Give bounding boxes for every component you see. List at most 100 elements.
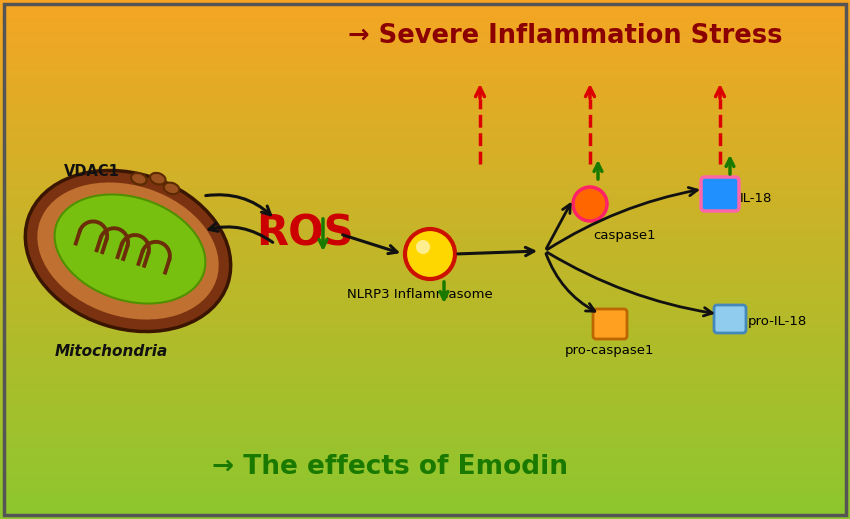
Bar [0, 48, 850, 49]
Bar [0, 340, 850, 342]
Bar [0, 415, 850, 416]
Bar [0, 439, 850, 440]
Bar [0, 332, 850, 334]
Bar [0, 140, 850, 142]
Bar [0, 348, 850, 349]
Bar [0, 221, 850, 222]
Bar [0, 479, 850, 480]
Bar [0, 511, 850, 513]
Bar [0, 344, 850, 345]
Bar [0, 400, 850, 401]
Bar [0, 374, 850, 375]
Bar [0, 436, 850, 437]
Bar [0, 23, 850, 24]
Bar [0, 445, 850, 446]
Bar [0, 409, 850, 410]
Bar [0, 480, 850, 482]
Bar [0, 167, 850, 169]
Bar [0, 309, 850, 310]
Bar [0, 302, 850, 304]
Bar [0, 279, 850, 280]
Bar [0, 343, 850, 344]
Bar [0, 280, 850, 281]
Bar [0, 60, 850, 61]
Bar [0, 188, 850, 189]
Bar [0, 128, 850, 130]
Bar [0, 177, 850, 179]
Bar [0, 155, 850, 156]
Bar [0, 388, 850, 389]
Bar [0, 391, 850, 392]
Bar [0, 510, 850, 511]
Bar [0, 364, 850, 366]
Bar [0, 378, 850, 379]
Bar [0, 337, 850, 339]
Bar [0, 440, 850, 441]
Bar [0, 101, 850, 103]
Bar [0, 380, 850, 381]
Bar [0, 264, 850, 265]
Bar [0, 104, 850, 105]
Bar [0, 304, 850, 305]
Bar [0, 423, 850, 425]
Bar [0, 145, 850, 146]
Text: → Severe Inflammation Stress: → Severe Inflammation Stress [348, 23, 782, 49]
Bar [0, 43, 850, 44]
Bar [0, 468, 850, 470]
Bar [0, 21, 850, 22]
Ellipse shape [131, 173, 147, 185]
Bar [0, 243, 850, 244]
Bar [0, 270, 850, 271]
Bar [0, 181, 850, 182]
Bar [0, 3, 850, 4]
Bar [0, 363, 850, 364]
Bar [0, 402, 850, 404]
Bar [0, 127, 850, 128]
Bar [0, 381, 850, 383]
Bar [0, 240, 850, 241]
Bar [0, 514, 850, 515]
Bar [0, 138, 850, 139]
Bar [0, 234, 850, 235]
Bar [0, 330, 850, 331]
Bar [0, 31, 850, 32]
Bar [0, 36, 850, 38]
Bar [0, 339, 850, 340]
Bar [0, 238, 850, 239]
Bar [0, 266, 850, 267]
Bar [0, 77, 850, 78]
Bar [0, 352, 850, 353]
Bar [0, 428, 850, 430]
Bar [0, 98, 850, 99]
Bar [0, 163, 850, 165]
Bar [0, 66, 850, 67]
Bar [0, 87, 850, 88]
Bar [0, 265, 850, 266]
Bar [0, 356, 850, 357]
Bar [0, 10, 850, 12]
Bar [0, 404, 850, 405]
Bar [0, 117, 850, 118]
Bar [0, 329, 850, 330]
Bar [0, 201, 850, 202]
Bar [0, 342, 850, 343]
Bar [0, 437, 850, 439]
Bar [0, 105, 850, 106]
Bar [0, 295, 850, 296]
Bar [0, 153, 850, 155]
Text: IL-18: IL-18 [740, 192, 773, 204]
Bar [0, 458, 850, 459]
Bar [0, 376, 850, 378]
Bar [0, 311, 850, 312]
Bar [0, 484, 850, 485]
Bar [0, 285, 850, 286]
Bar [0, 292, 850, 293]
Bar [0, 435, 850, 436]
Bar [0, 297, 850, 298]
Bar [0, 111, 850, 112]
Bar [0, 395, 850, 397]
Bar [0, 116, 850, 117]
Bar [0, 0, 850, 2]
Bar [0, 461, 850, 462]
Bar [0, 406, 850, 407]
